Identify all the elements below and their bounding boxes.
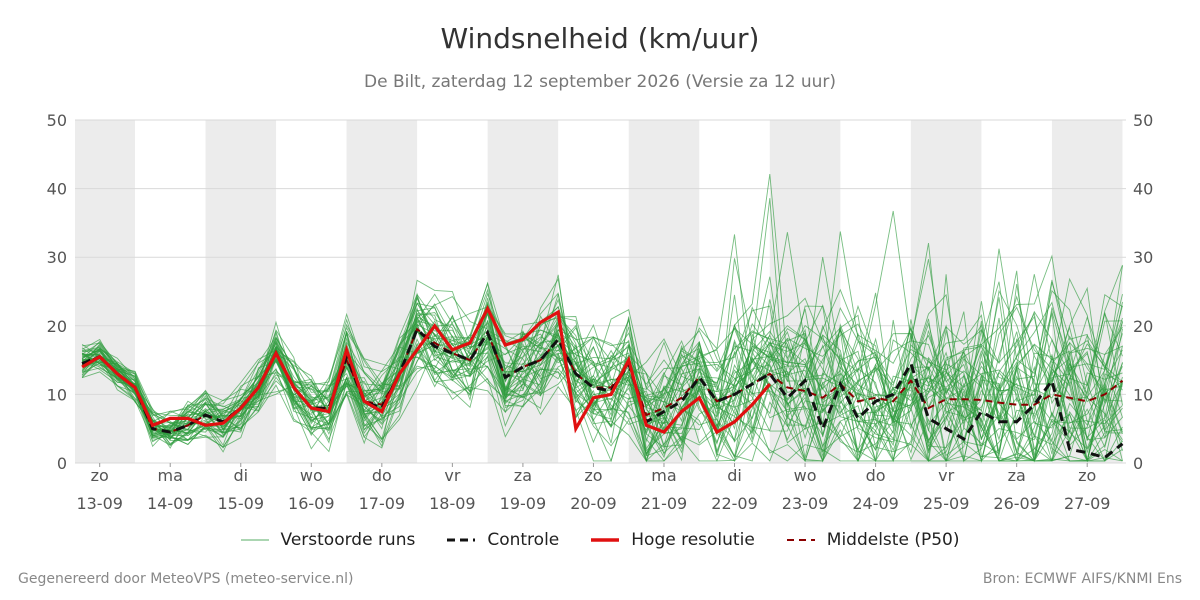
legend-item-high-res: Hoge resolutie: [591, 530, 755, 550]
x-tick-date: 21-09: [641, 494, 688, 513]
y-tick-label-left: 20: [47, 317, 67, 336]
x-tick-date: 26-09: [993, 494, 1040, 513]
y-tick-label-left: 10: [47, 385, 67, 404]
x-tick-weekday: zo: [584, 466, 602, 485]
legend-label-perturbed: Verstoorde runs: [280, 530, 416, 550]
x-tick-weekday: ma: [651, 466, 676, 485]
x-tick-weekday: za: [1008, 466, 1026, 485]
footer-generated-by: Gegenereerd door MeteoVPS (meteo-service…: [18, 571, 354, 587]
y-tick-label-left: 50: [47, 111, 67, 130]
ensemble-run-line: [81, 329, 1123, 463]
legend-label-median: Middelste (P50): [826, 530, 960, 550]
x-tick-weekday: vr: [444, 466, 460, 485]
x-tick-weekday: zo: [91, 466, 109, 485]
x-tick-date: 24-09: [852, 494, 899, 513]
legend-swatch-control: [447, 538, 476, 542]
x-tick-weekday: do: [372, 466, 392, 485]
x-tick-date: 25-09: [923, 494, 970, 513]
ensemble-run-line: [82, 210, 1123, 443]
x-tick-weekday: zo: [1078, 466, 1096, 485]
x-tick-weekday: ma: [158, 466, 183, 485]
day-shade-band: [487, 120, 559, 463]
x-tick-weekday: do: [866, 466, 886, 485]
legend-swatch-median: [786, 539, 815, 541]
x-tick-date: 14-09: [147, 494, 194, 513]
x-tick-weekday: di: [727, 466, 742, 485]
x-tick-date: 15-09: [218, 494, 265, 513]
ensemble-run-line: [81, 334, 1123, 462]
ensemble-run-line: [81, 265, 1123, 460]
ensemble-run-line: [81, 281, 1123, 462]
footer-source: Bron: ECMWF AIFS/KNMI Ens: [982, 571, 1182, 587]
x-tick-weekday: vr: [938, 466, 954, 485]
ensemble-run-line: [81, 294, 1123, 462]
ensemble-run-line: [82, 254, 1123, 454]
x-tick-date: 13-09: [76, 494, 123, 513]
x-tick-date: 19-09: [500, 494, 547, 513]
legend-swatch-high-res: [591, 538, 620, 542]
ensemble-run-line: [81, 248, 1123, 457]
y-tick-label-left: 0: [57, 454, 67, 473]
day-shade-band: [75, 120, 135, 463]
legend-swatch-perturbed: [240, 539, 269, 541]
legend-label-high-res: Hoge resolutie: [631, 530, 755, 550]
x-tick-weekday: za: [514, 466, 532, 485]
y-tick-label-right: 20: [1133, 317, 1153, 336]
legend-label-control: Controle: [487, 530, 560, 550]
y-tick-label-left: 30: [47, 248, 67, 267]
x-tick-weekday: wo: [300, 466, 323, 485]
y-tick-label-right: 30: [1133, 248, 1153, 267]
ensemble-run-line: [81, 243, 1123, 463]
y-tick-label-right: 40: [1133, 180, 1153, 199]
ensemble-run-line: [81, 309, 1123, 463]
legend-item-median: Middelste (P50): [786, 530, 960, 550]
legend-item-perturbed: Verstoorde runs: [240, 530, 416, 550]
x-tick-date: 27-09: [1064, 494, 1111, 513]
chart-title: Windsnelheid (km/uur): [440, 22, 760, 55]
y-tick-label-right: 10: [1133, 385, 1153, 404]
x-tick-date: 23-09: [782, 494, 829, 513]
ensemble-run-line: [81, 292, 1123, 463]
y-tick-label-right: 0: [1133, 454, 1143, 473]
x-tick-date: 18-09: [429, 494, 476, 513]
legend-item-control: Controle: [447, 530, 559, 550]
x-tick-date: 16-09: [288, 494, 335, 513]
legend: Verstoorde runs Controle Hoge resolutie …: [0, 530, 1200, 550]
x-tick-weekday: di: [233, 466, 248, 485]
y-tick-label-right: 50: [1133, 111, 1153, 130]
ensemble-run-line: [81, 231, 1123, 439]
x-tick-date: 20-09: [570, 494, 617, 513]
x-tick-date: 22-09: [711, 494, 758, 513]
x-tick-weekday: wo: [794, 466, 817, 485]
chart-subtitle: De Bilt, zaterdag 12 september 2026 (Ver…: [363, 72, 836, 92]
x-tick-date: 17-09: [359, 494, 406, 513]
high-resolution-line: [81, 305, 772, 435]
y-tick-label-left: 40: [47, 180, 67, 199]
